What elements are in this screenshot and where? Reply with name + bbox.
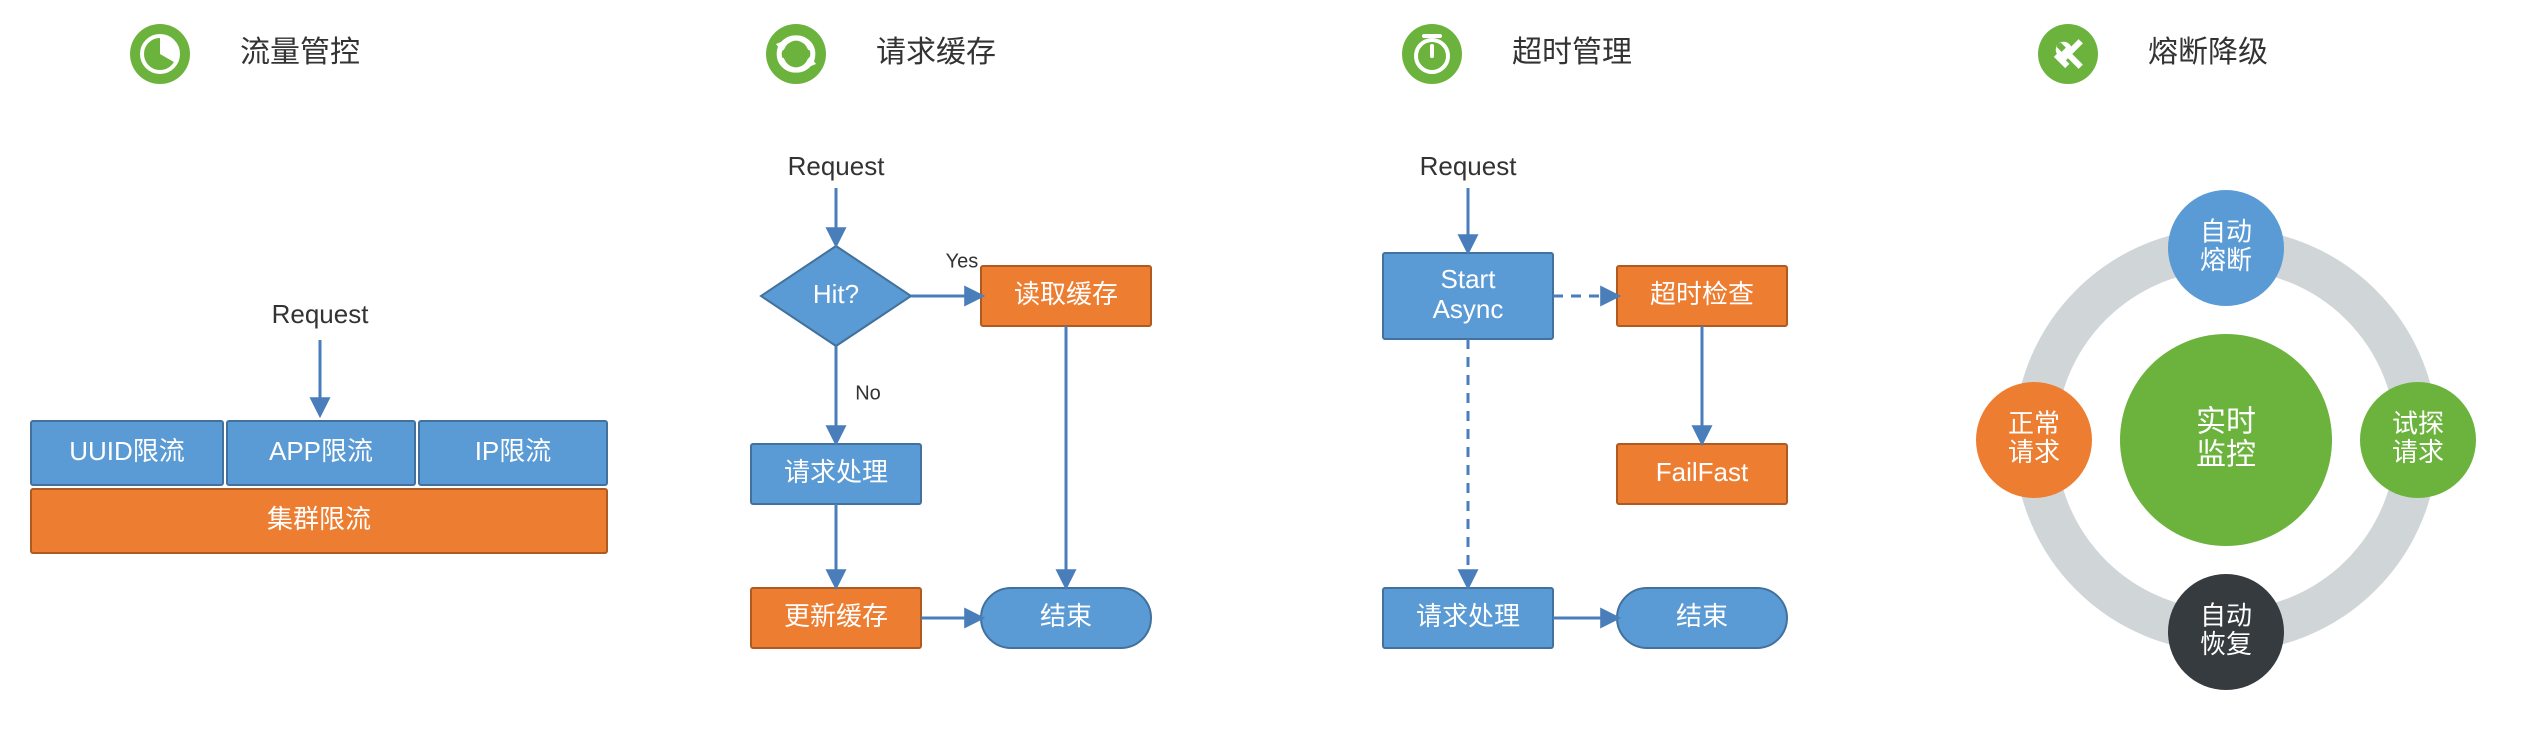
orbit-node-label: 请求 [2392, 437, 2444, 467]
flow-node-label: UUID限流 [69, 436, 185, 466]
edge-label: Yes [946, 250, 979, 272]
center-circle-label: 监控 [2196, 438, 2256, 471]
flow-node-label: 结束 [1676, 601, 1728, 631]
flow-node-label: Hit? [813, 279, 859, 309]
section-title: 熔断降级 [2148, 36, 2268, 69]
section-title: 请求缓存 [876, 36, 996, 69]
header-icon-refresh [766, 24, 826, 84]
section-title: 超时管理 [1512, 36, 1632, 69]
flow-node-label: 集群限流 [267, 504, 371, 534]
orbit-node-label: 熔断 [2200, 245, 2252, 275]
orbit-node-label: 自动 [2200, 217, 2252, 247]
flow-node-label: 更新缓存 [784, 601, 888, 631]
request-label: Request [1420, 151, 1518, 181]
orbit-node-label: 恢复 [2200, 629, 2252, 659]
flow-node-label: Async [1433, 294, 1504, 324]
flow-node-label: 超时检查 [1650, 279, 1754, 309]
header-icon-pie [130, 24, 190, 84]
flow-node-label: IP限流 [475, 436, 552, 466]
header-icon-timer [1402, 24, 1462, 84]
flow-node-label: 读取缓存 [1014, 279, 1118, 309]
orbit-node-label: 请求 [2008, 437, 2060, 467]
flow-node-label: 请求处理 [1416, 601, 1520, 631]
flow-node-label: 请求处理 [784, 457, 888, 487]
section-title: 流量管控 [240, 36, 360, 69]
flow-node-label: 结束 [1040, 601, 1092, 631]
orbit-node-label: 自动 [2200, 601, 2252, 631]
request-label: Request [272, 299, 370, 329]
flow-node-label: FailFast [1656, 457, 1749, 487]
edge-label: No [855, 382, 881, 404]
header-icon-tools [2038, 24, 2098, 84]
flow-node-label: APP限流 [269, 436, 373, 466]
orbit-node-label: 试探 [2392, 409, 2444, 439]
request-label: Request [788, 151, 886, 181]
center-circle-label: 实时 [2196, 405, 2256, 438]
orbit-node-label: 正常 [2008, 409, 2060, 439]
flow-node-label: Start [1441, 264, 1497, 294]
